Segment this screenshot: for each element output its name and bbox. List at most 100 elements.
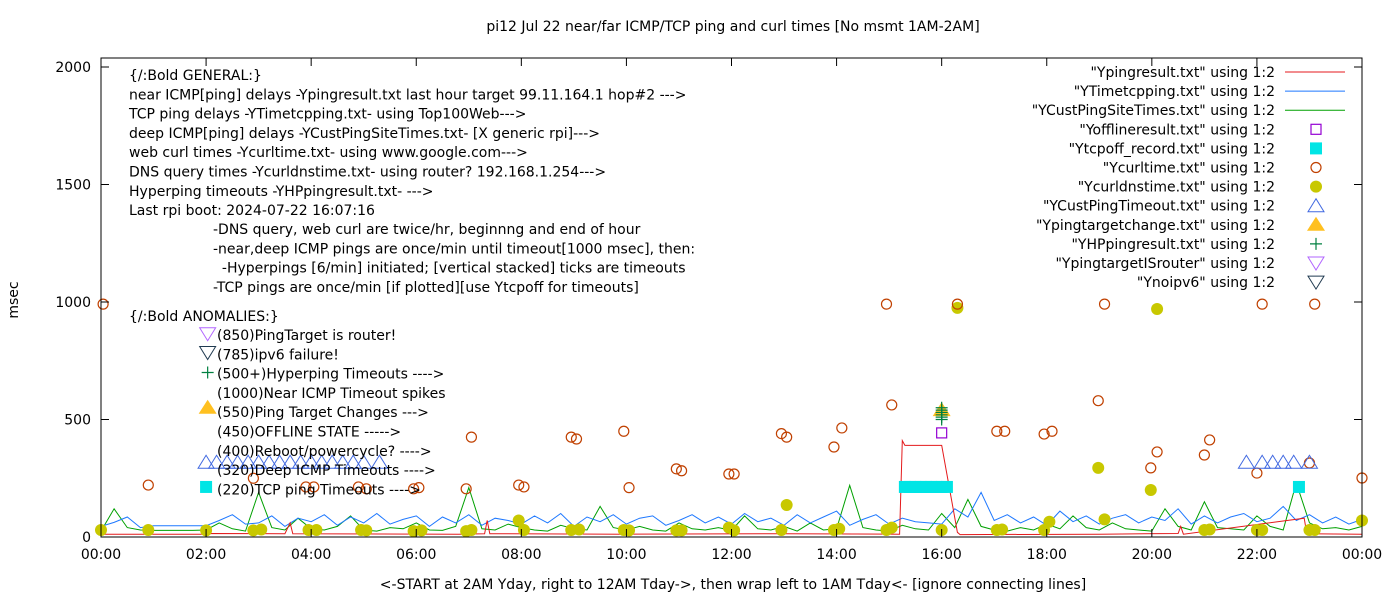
point-ycustpingtimeout bbox=[1237, 454, 1256, 469]
point-ynoipv6 bbox=[198, 346, 217, 361]
point-ycustpingtimeout bbox=[270, 454, 289, 469]
point-ycurldnstime bbox=[885, 521, 898, 534]
point-ycurltime bbox=[728, 468, 740, 480]
point-ycurltime bbox=[300, 481, 312, 493]
point-yhppingresult bbox=[935, 401, 948, 414]
point-ycurltime bbox=[999, 425, 1011, 437]
point-ytcpoff-record bbox=[1292, 480, 1305, 493]
point-ycurltime bbox=[1151, 446, 1163, 458]
point-ycurltime bbox=[413, 482, 425, 494]
point-ycustpingtimeout bbox=[344, 454, 363, 469]
point-ycurldnstime bbox=[780, 499, 793, 512]
point-ycustpingtimeout bbox=[281, 454, 300, 469]
x-tick-label: 12:00 bbox=[711, 547, 751, 563]
point-ycurltime bbox=[723, 468, 735, 480]
y-tick-label: 1500 bbox=[55, 178, 91, 194]
annotation-anomaly-line: (450)OFFLINE STATE -----> bbox=[217, 425, 401, 441]
annotation-note-line: -DNS query, web curl are twice/hr, begin… bbox=[213, 222, 641, 238]
series-line-ypingresult bbox=[101, 438, 1363, 536]
annotation-note-line: -near,deep ICMP pings are once/min until… bbox=[213, 241, 695, 257]
point-ycurldnstime bbox=[142, 523, 155, 536]
x-tick-label: 18:00 bbox=[1027, 547, 1067, 563]
point-ycurltime bbox=[670, 463, 682, 475]
annotation-general-line: {/:Bold GENERAL:} bbox=[129, 68, 262, 84]
point-ycurltime bbox=[518, 481, 530, 493]
point-ycurltime bbox=[880, 298, 893, 310]
annotation-anomaly-line: (850)PingTarget is router! bbox=[217, 328, 396, 344]
point-ycurldnstime bbox=[310, 523, 323, 536]
point-ycustpingtimeout bbox=[249, 454, 268, 469]
point-ycurldnstime bbox=[675, 524, 688, 537]
point-ycurltime bbox=[991, 425, 1003, 437]
point-ycurldnstime bbox=[1043, 515, 1056, 528]
legend-sample-marker bbox=[1310, 123, 1322, 135]
point-ycustpingtimeout bbox=[1300, 454, 1319, 469]
point-ytcpoff-record bbox=[200, 480, 213, 493]
legend-label: "YCustPingTimeout.txt" using 1:2 bbox=[1043, 199, 1275, 215]
legend-sample-marker bbox=[1307, 216, 1325, 231]
point-ypingtargetisrouter bbox=[198, 327, 217, 342]
point-ycurldnstime bbox=[1308, 523, 1321, 536]
point-ycurltime bbox=[1046, 425, 1058, 437]
legend-label: "Ytcpoff_record.txt" using 1:2 bbox=[1069, 141, 1275, 157]
legend-label: "YTimetcpping.txt" using 1:2 bbox=[1074, 84, 1275, 100]
x-tick-label: 10:00 bbox=[606, 547, 646, 563]
point-ycurltime bbox=[1303, 457, 1316, 469]
x-tick-label: 00:00 bbox=[1342, 547, 1382, 563]
point-ycurltime bbox=[408, 483, 420, 495]
legend-sample-marker bbox=[1307, 256, 1325, 271]
point-ycustpingtimeout bbox=[312, 454, 331, 469]
point-ycurldnstime bbox=[728, 524, 741, 537]
point-ycurldnstime bbox=[255, 523, 268, 536]
point-ycustpingtimeout bbox=[1253, 454, 1272, 469]
point-ycurldnstime bbox=[623, 524, 636, 537]
point-ycustpingtimeout bbox=[260, 454, 279, 469]
point-ycurldnstime bbox=[1098, 513, 1111, 526]
point-ycustpingtimeout bbox=[1284, 454, 1303, 469]
point-ycurltime bbox=[465, 431, 478, 443]
legend-sample-marker bbox=[1310, 161, 1322, 174]
y-tick-label: 500 bbox=[64, 413, 91, 429]
point-ycurltime bbox=[886, 399, 898, 411]
point-ycustpingtimeout bbox=[239, 454, 258, 469]
point-ycurltime bbox=[1038, 428, 1050, 440]
x-axis-label: <-START at 2AM Yday, right to 12AM Tday-… bbox=[380, 577, 1086, 593]
point-ycurldnstime bbox=[1144, 484, 1157, 496]
legend-label: "YCustPingSiteTimes.txt" using 1:2 bbox=[1032, 103, 1275, 119]
annotation-anomaly-line: (220)TCP ping Timeouts ----> bbox=[217, 482, 421, 498]
point-ycurltime bbox=[570, 433, 583, 445]
axes: 0 500 1000 1500 2000 00:00 02:00 04:00 06:00 08:0… bbox=[55, 58, 1382, 563]
point-ycurltime bbox=[352, 481, 365, 493]
point-ycurltime bbox=[1309, 298, 1321, 310]
point-ycurltime bbox=[1198, 449, 1210, 461]
point-ycurltime bbox=[781, 431, 793, 443]
point-ycurltime bbox=[513, 479, 525, 491]
annotations: {/:Bold GENERAL:} near ICMP[ping] delays … bbox=[128, 68, 695, 498]
x-tick-label: 08:00 bbox=[501, 547, 541, 563]
chart-title: pi12 Jul 22 near/far ICMP/TCP ping and c… bbox=[486, 19, 979, 35]
x-tick-label: 22:00 bbox=[1237, 547, 1277, 563]
point-ycustpingtimeout bbox=[1274, 454, 1293, 469]
legend-sample-marker bbox=[1310, 180, 1322, 193]
point-ypingtargetchange bbox=[198, 399, 217, 414]
point-ycurltime bbox=[623, 482, 635, 494]
point-ycurldnstime bbox=[996, 523, 1009, 536]
legend-label: "YpingtargetISrouter" using 1:2 bbox=[1055, 256, 1275, 272]
x-tick-label: 14:00 bbox=[816, 547, 856, 563]
annotation-anomaly-line: (500+)Hyperping Timeouts ----> bbox=[217, 367, 444, 383]
legend-label: "Yofflineresult.txt" using 1:2 bbox=[1079, 122, 1275, 138]
x-tick-label: 16:00 bbox=[921, 547, 961, 563]
point-ycustpingtimeout bbox=[197, 454, 215, 469]
point-yofflineresult bbox=[936, 427, 948, 439]
point-ycurltime bbox=[828, 441, 840, 453]
legend-label: "Ynoipv6" using 1:2 bbox=[1137, 275, 1275, 291]
x-tick-label: 06:00 bbox=[396, 547, 436, 563]
annotation-general-line: near ICMP[ping] delays -Ypingresult.txt … bbox=[129, 87, 686, 103]
legend: "Ypingresult.txt" using 1:2 "YTimetcpping… bbox=[1032, 65, 1345, 291]
annotation-general-line: Last rpi boot: 2024-07-22 16:07:16 bbox=[129, 203, 375, 219]
point-ycurldnstime bbox=[1151, 303, 1164, 316]
point-ytcpoff-record bbox=[940, 480, 953, 493]
annotation-anomaly-line: (550)Ping Target Changes ---> bbox=[217, 405, 429, 421]
annotation-note-line: -Hyperpings [6/min] initiated; [vertical… bbox=[213, 261, 686, 277]
